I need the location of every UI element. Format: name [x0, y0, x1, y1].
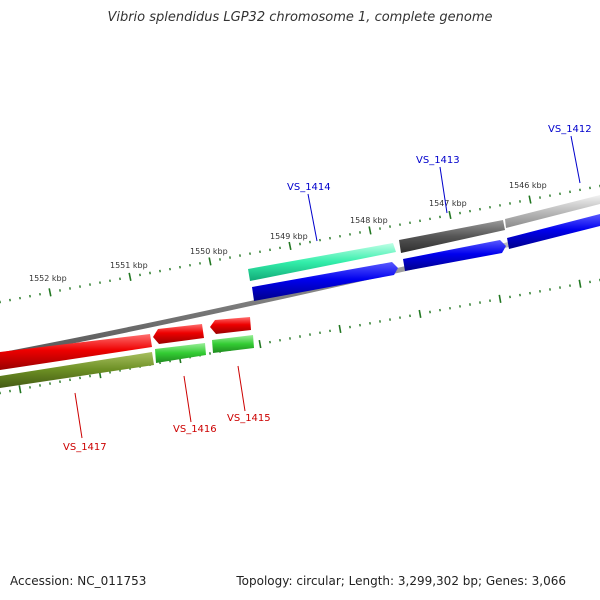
- map-title: Vibrio splendidus LGP32 chromosome 1, co…: [107, 10, 493, 25]
- feature-vs-1416[interactable]: [155, 343, 206, 363]
- feature-vs-1414[interactable]: [248, 243, 396, 281]
- cds-vs-1413[interactable]: [403, 240, 506, 271]
- major-tick: [498, 294, 502, 303]
- tick-label: 1547 kbp: [429, 199, 467, 208]
- major-tick: [528, 195, 532, 204]
- gene-label-vs-1415[interactable]: VS_1415: [227, 413, 271, 424]
- forward-features: [248, 195, 600, 301]
- major-tick: [48, 288, 52, 297]
- cds-vs-1417[interactable]: [0, 334, 152, 370]
- label-leaders: [74, 135, 581, 439]
- feature-vs-1413[interactable]: [399, 220, 505, 253]
- major-tick: [418, 309, 422, 318]
- tick-label: 1549 kbp: [270, 232, 308, 241]
- cds-vs-1415[interactable]: [210, 317, 251, 334]
- outer-tick-row: [0, 184, 600, 304]
- gene-label-vs-1412[interactable]: VS_1412: [548, 124, 592, 135]
- major-tick: [448, 210, 452, 220]
- tick-labels: 1546 kbp 1547 kbp 1548 kbp 1549 kbp 1550…: [29, 181, 547, 283]
- feature-vs-1415[interactable]: [212, 335, 254, 353]
- major-tick: [368, 226, 372, 235]
- major-tick: [18, 385, 22, 394]
- cds-vs-1414[interactable]: [252, 262, 398, 301]
- major-tick: [208, 257, 212, 266]
- tick-label: 1548 kbp: [350, 216, 388, 225]
- genome-summary: Topology: circular; Length: 3,299,302 bp…: [236, 574, 566, 588]
- gene-labels: VS_1412 VS_1413 VS_1414 VS_1415 VS_1416 …: [63, 124, 592, 453]
- inner-tick-row: [0, 278, 600, 395]
- major-tick: [128, 272, 132, 281]
- gene-label-vs-1417[interactable]: VS_1417: [63, 442, 107, 453]
- reverse-features: [0, 317, 254, 388]
- tick-label: 1550 kbp: [190, 247, 228, 256]
- major-tick: [338, 324, 342, 334]
- tick-label: 1552 kbp: [29, 274, 67, 283]
- major-tick: [258, 339, 262, 349]
- cds-vs-1412[interactable]: [507, 214, 600, 249]
- feature-vs-1417[interactable]: [0, 352, 154, 388]
- feature-vs-1412[interactable]: [505, 195, 600, 228]
- gene-label-vs-1416[interactable]: VS_1416: [173, 424, 217, 435]
- tick-label: 1551 kbp: [110, 261, 148, 270]
- gene-label-vs-1413[interactable]: VS_1413: [416, 155, 460, 166]
- tick-label: 1546 kbp: [509, 181, 547, 190]
- major-tick: [288, 241, 292, 251]
- gene-label-vs-1414[interactable]: VS_1414: [287, 182, 331, 193]
- cds-vs-1416[interactable]: [153, 324, 204, 344]
- accession-label: Accession: NC_011753: [10, 574, 147, 588]
- major-tick: [578, 279, 582, 288]
